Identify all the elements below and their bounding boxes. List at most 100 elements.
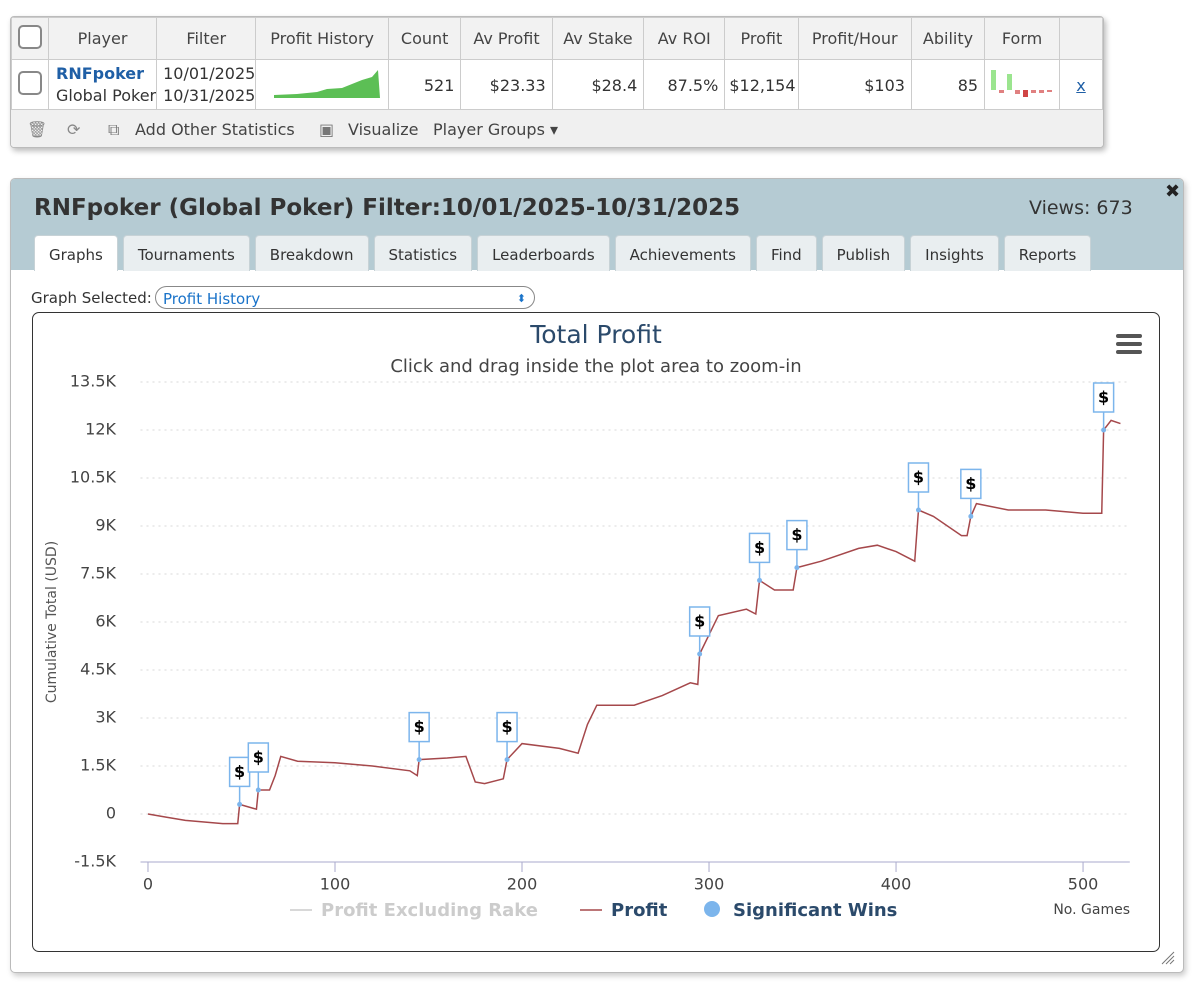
significant-win-flag: $ (688, 606, 711, 654)
stats-table-card: Player Filter Profit History Count Av Profit… (10, 16, 1104, 148)
flag-label: $ (754, 538, 765, 557)
column-header-blank (1059, 17, 1103, 60)
count: 521 (387, 59, 462, 111)
tab[interactable]: Find (755, 235, 817, 271)
column-header[interactable]: Av Profit (460, 17, 553, 60)
column-header[interactable]: Av Stake (551, 17, 645, 60)
close-button[interactable]: ✖ (1165, 181, 1181, 202)
profit: $12,154 (724, 59, 799, 111)
flag-label: $ (1098, 388, 1109, 407)
x-axis-label: No. Games (1053, 902, 1130, 918)
y-tick-label: 10.5K (70, 468, 117, 487)
player-site: Global Poker (56, 86, 157, 105)
significant-win-flag: $ (247, 742, 270, 790)
tab[interactable]: Statistics (373, 235, 473, 271)
flag-label: $ (414, 717, 425, 736)
refresh-icon[interactable]: ⟳ (67, 120, 81, 139)
legend-item[interactable]: Profit Excluding Rake (290, 900, 538, 921)
panel-header: RNFpoker (Global Poker) Filter:10/01/202… (11, 179, 1183, 271)
flag-label: $ (913, 468, 924, 487)
tab[interactable]: Achievements (614, 235, 751, 271)
flag-box (496, 711, 518, 743)
flag-box (960, 468, 982, 500)
tab[interactable]: Graphs (34, 235, 118, 271)
tab[interactable]: Leaderboards (477, 235, 610, 271)
significant-win-flag: $ (960, 468, 982, 517)
player-panel: RNFpoker (Global Poker) Filter:10/01/202… (10, 178, 1184, 973)
resize-handle[interactable] (1161, 951, 1175, 965)
column-header[interactable]: Form (984, 17, 1061, 60)
remove-link[interactable]: x (1076, 75, 1086, 95)
significant-win-flag: $ (786, 519, 808, 568)
views-count: Views: 673 (1029, 197, 1133, 219)
legend-item[interactable]: Significant Wins (704, 900, 897, 921)
significant-win-point (915, 507, 921, 513)
flag-box (408, 711, 430, 743)
add-statistics[interactable]: Add Other Statistics (135, 120, 295, 139)
flag-box (786, 519, 808, 551)
player-link[interactable]: RNFpoker (56, 64, 145, 83)
tab[interactable]: Tournaments (122, 235, 250, 271)
significant-win-flag: $ (228, 756, 251, 805)
legend-label: Significant Wins (733, 900, 897, 921)
player-groups[interactable]: Player Groups ▾ (433, 120, 559, 139)
significant-win-point (504, 757, 510, 763)
flag-label: $ (694, 612, 705, 631)
av-roi: 87.5% (643, 59, 726, 111)
column-header[interactable]: Profit/Hour (797, 17, 912, 60)
toolbar: 🗑 ⟳ ⧉ Add Other Statistics ▣ Visualize P… (11, 109, 1103, 147)
y-tick-label: 4.5K (80, 660, 116, 679)
y-tick-label: 1.5K (80, 756, 116, 775)
x-tick-label: 200 (507, 875, 538, 894)
x-tick-label: 500 (1068, 875, 1099, 894)
column-header[interactable]: Player (47, 17, 158, 60)
chart-subtitle: Click and drag inside the plot area to z… (390, 356, 801, 377)
filter-from: 10/01/2025 (163, 64, 256, 83)
significant-win-flag: $ (1092, 382, 1115, 430)
graph-select[interactable]: Profit History ⬍ (155, 286, 535, 309)
flag-box (1092, 382, 1115, 413)
tab[interactable]: Publish (821, 235, 906, 271)
flag-label: $ (501, 717, 512, 736)
significant-win-point (255, 787, 261, 793)
column-header[interactable]: Av ROI (643, 17, 726, 60)
significant-win-point (757, 577, 763, 583)
flag-box (688, 606, 711, 637)
x-tick-label: 300 (694, 875, 725, 894)
header-checkbox[interactable] (11, 17, 49, 60)
player-row: RNFpoker Global Poker 10/01/2025 10/31/202… (11, 59, 1103, 111)
trash-icon[interactable]: 🗑 (27, 120, 48, 139)
ability: 85 (910, 59, 986, 111)
y-tick-label: 6K (95, 612, 116, 631)
chart-frame (32, 312, 1160, 952)
flag-label: $ (234, 762, 245, 781)
legend-symbol (704, 901, 720, 917)
tab[interactable]: Insights (910, 235, 999, 271)
panel-title: RNFpoker (Global Poker) Filter:10/01/202… (34, 195, 741, 221)
y-tick-label: 13.5K (70, 372, 117, 391)
x-tick-label: 0 (143, 875, 153, 894)
legend-label: Profit (611, 900, 668, 921)
visualize-icon: ▣ (319, 120, 335, 139)
significant-win-point (794, 565, 800, 571)
profit-line (147, 419, 1121, 825)
significant-win-point (416, 757, 422, 763)
flag-label: $ (791, 525, 802, 544)
visualize[interactable]: Visualize (348, 120, 419, 139)
y-tick-label: 3K (95, 708, 116, 727)
y-tick-label: 0 (106, 804, 116, 823)
tab[interactable]: Reports (1003, 235, 1092, 271)
tab[interactable]: Breakdown (254, 235, 369, 271)
flag-box (748, 532, 771, 564)
significant-win-flag: $ (907, 462, 930, 510)
significant-win-point (1101, 427, 1107, 433)
column-header[interactable]: Profit (724, 17, 799, 60)
flag-label: $ (965, 474, 976, 493)
y-tick-label: 9K (95, 516, 116, 535)
profit-hour: $103 (797, 59, 912, 111)
graph-selected-label: Graph Selected: (31, 289, 152, 307)
legend-item[interactable]: Profit (580, 900, 668, 921)
chart-menu[interactable] (1116, 334, 1142, 354)
column-header[interactable]: Ability (910, 17, 986, 60)
